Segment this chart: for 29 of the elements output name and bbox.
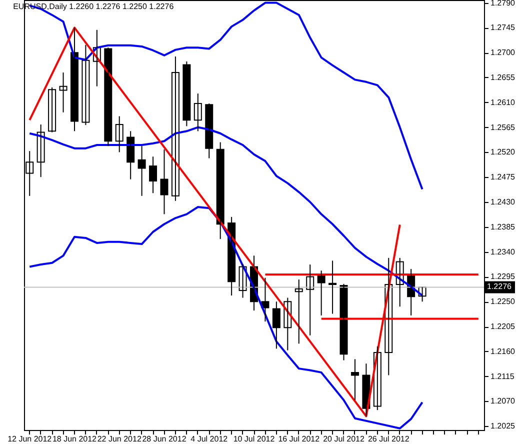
y-tick-label: 1.2160: [490, 346, 516, 356]
x-tick-label: 26 Jul 2012: [368, 434, 410, 444]
y-tick-label: 1.2745: [490, 23, 516, 32]
y-tick-label: 1.2250: [490, 297, 516, 306]
x-tick-label: 28 Jun 2012: [142, 434, 187, 444]
y-tick-label: 1.2700: [490, 48, 516, 58]
y-tick-label: 1.2340: [490, 247, 516, 256]
y-tick-label: 1.2025: [490, 422, 516, 431]
y-tick-label: 1.2430: [490, 197, 516, 206]
y-tick-label: 1.2790: [490, 0, 516, 8]
y-tick-label: 1.2520: [490, 148, 516, 157]
x-tick-label: 16 Jul 2012: [278, 434, 320, 444]
y-tick-label: 1.2385: [490, 222, 516, 232]
line-series: [28, 206, 424, 430]
y-tick-label: 1.2070: [490, 396, 516, 406]
y-tick-label: 1.2205: [490, 322, 516, 332]
x-tick-label: 18 Jun 2012: [52, 434, 98, 444]
y-tick-label: 1.2115: [490, 372, 515, 381]
ref-line-label: 1.2276: [487, 282, 512, 292]
x-tick-label: 22 Jun 2012: [97, 434, 142, 444]
x-tick-label: 20 Jul 2012: [323, 434, 365, 444]
y-tick-label: 1.2565: [490, 122, 516, 132]
x-tick-label: 12 Jun 2012: [8, 434, 52, 444]
y-tick-label: 1.2295: [490, 272, 516, 282]
y-tick-label: 1.2655: [490, 72, 516, 82]
y-tick-label: 1.2475: [490, 172, 516, 182]
x-tick-label: 4 Jul 2012: [190, 434, 228, 444]
y-tick-label: 1.2610: [490, 98, 516, 107]
x-tick-label: 10 Jul 2012: [233, 434, 276, 444]
